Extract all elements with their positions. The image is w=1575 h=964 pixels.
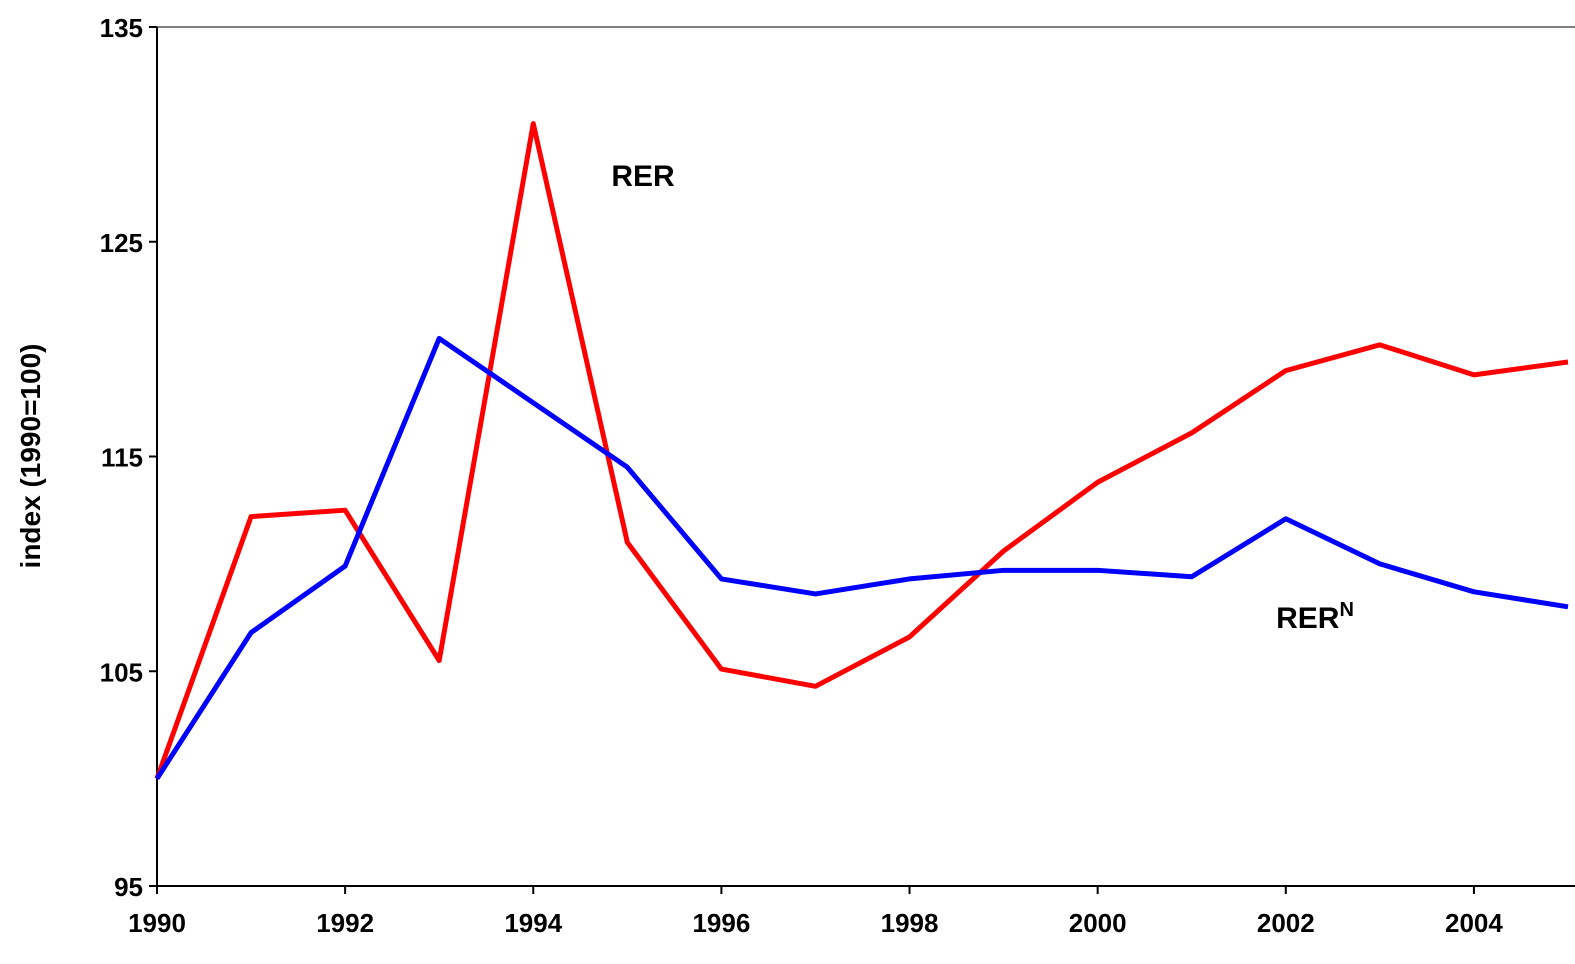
x-tick-label: 2002 [1257,908,1315,938]
series-label: RERN [1276,599,1354,635]
x-tick-label: 1990 [128,908,186,938]
series-line [154,335,1569,780]
y-tick-label: 115 [101,443,143,473]
series-label: RER [611,160,675,193]
x-tick-label: 1992 [316,908,374,938]
x-tick-label: 1996 [692,908,750,938]
y-tick-label: 125 [100,228,143,258]
x-tick-label: 2004 [1445,908,1503,938]
x-tick-label: 1998 [881,908,939,938]
x-tick-label: 2000 [1069,908,1127,938]
x-tick-label: 1994 [504,908,562,938]
series-label-name: RER [611,160,675,193]
y-tick-label: 105 [100,657,143,687]
series-label-superscript: N [1339,599,1353,621]
series-line [154,121,1569,780]
y-tick-label: 135 [100,13,143,43]
y-axis-title: index (1990=100) [15,344,46,569]
series-label-name: RER [1276,602,1340,635]
y-tick-label: 95 [114,872,143,902]
